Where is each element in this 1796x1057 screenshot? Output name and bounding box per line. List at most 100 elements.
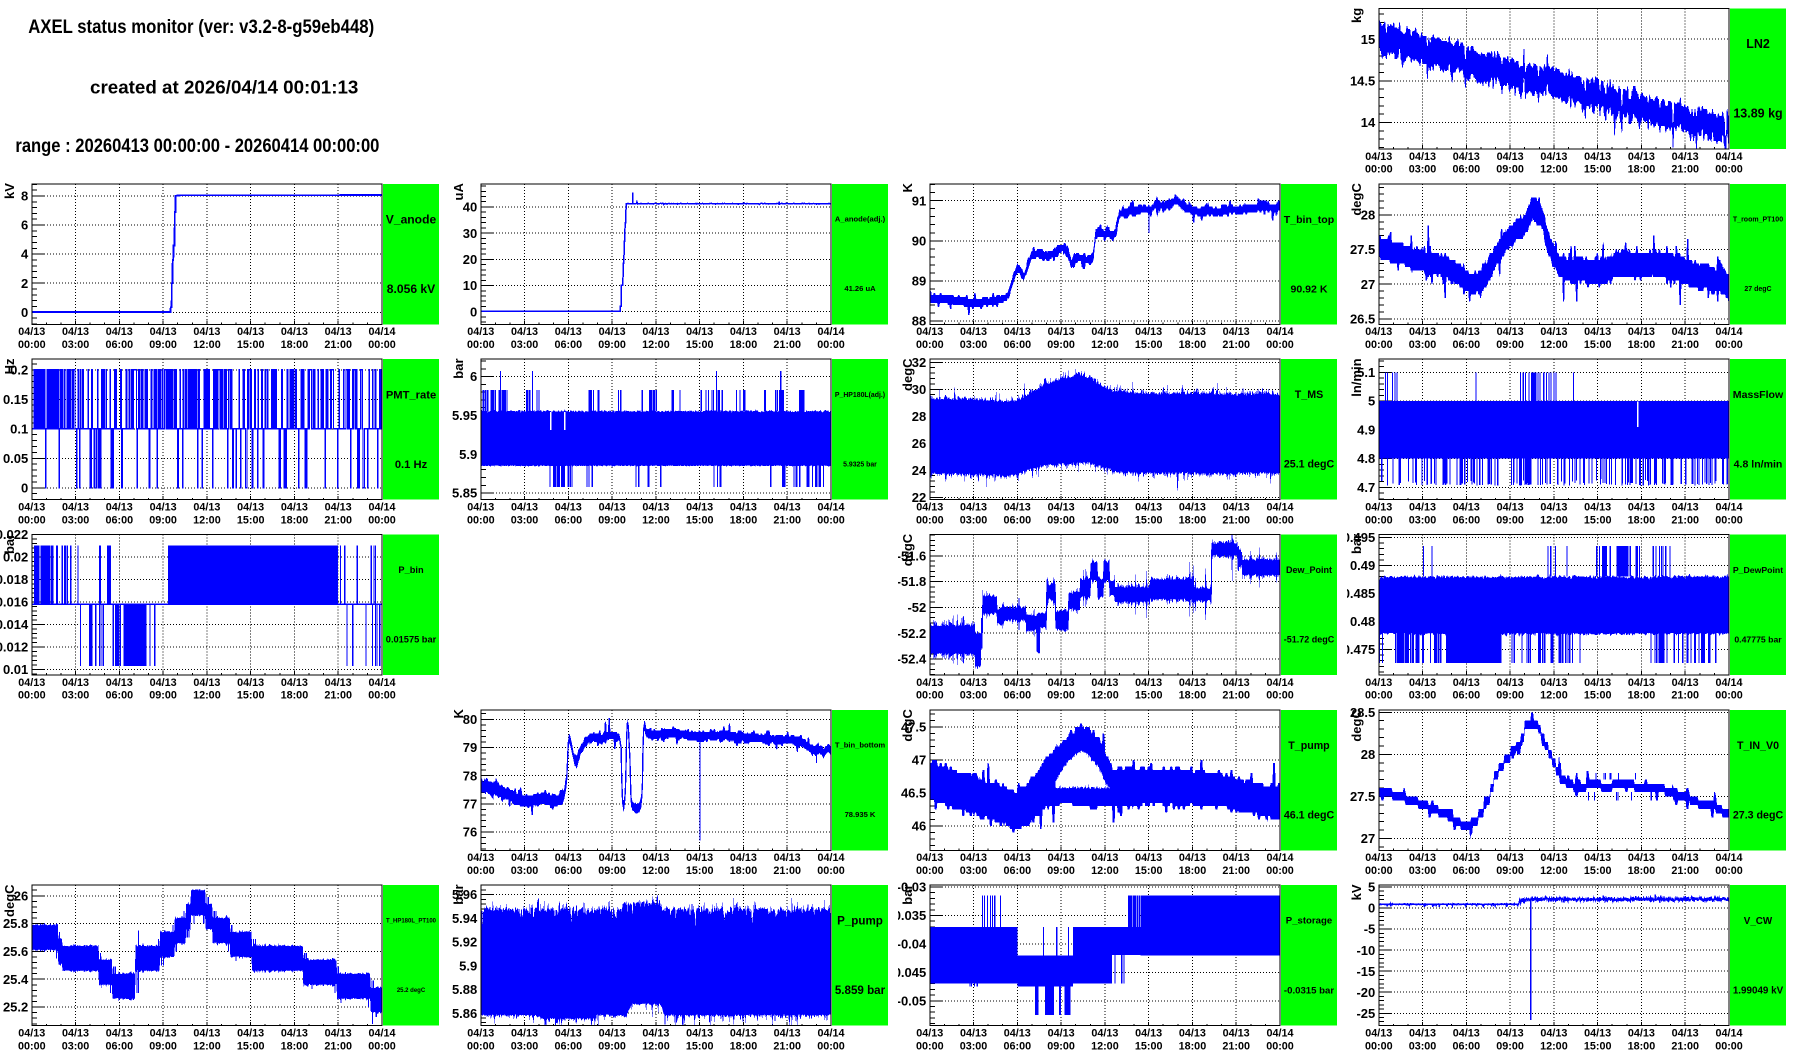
svg-text:4.8 ln/min: 4.8 ln/min bbox=[1734, 459, 1783, 471]
svg-text:25.2 degC: 25.2 degC bbox=[397, 988, 426, 994]
svg-text:0.01: 0.01 bbox=[3, 662, 28, 677]
svg-text:90: 90 bbox=[912, 233, 926, 248]
svg-text:0.15: 0.15 bbox=[3, 392, 28, 407]
svg-text:14: 14 bbox=[1361, 115, 1376, 130]
svg-text:27.3 degC: 27.3 degC bbox=[1733, 809, 1784, 821]
svg-text:30: 30 bbox=[463, 226, 477, 241]
svg-text:5.94: 5.94 bbox=[452, 911, 478, 926]
svg-text:0.012: 0.012 bbox=[0, 640, 28, 655]
svg-text:-0.04: -0.04 bbox=[897, 936, 927, 951]
svg-text:89: 89 bbox=[912, 274, 926, 289]
svg-text:28: 28 bbox=[1361, 747, 1375, 762]
svg-text:5.9: 5.9 bbox=[459, 958, 477, 973]
svg-text:-20: -20 bbox=[1356, 985, 1375, 1000]
svg-text:-0.03: -0.03 bbox=[897, 880, 927, 895]
svg-text:4.9: 4.9 bbox=[1357, 422, 1375, 437]
svg-text:4.7: 4.7 bbox=[1357, 480, 1375, 495]
svg-text:25.4: 25.4 bbox=[3, 972, 29, 987]
svg-text:47.5: 47.5 bbox=[901, 720, 926, 735]
svg-text:kV: kV bbox=[2, 183, 17, 199]
svg-text:Hz: Hz bbox=[2, 358, 17, 374]
svg-text:bar: bar bbox=[900, 884, 915, 904]
svg-text:0.1: 0.1 bbox=[10, 421, 28, 436]
svg-text:25.8: 25.8 bbox=[3, 916, 28, 931]
svg-text:4.8: 4.8 bbox=[1357, 451, 1375, 466]
svg-text:1.99049 kV: 1.99049 kV bbox=[1733, 985, 1784, 996]
svg-text:T_pump: T_pump bbox=[1288, 740, 1330, 752]
svg-text:46.5: 46.5 bbox=[901, 786, 926, 801]
svg-text:5.95: 5.95 bbox=[452, 408, 477, 423]
svg-text:0.01575 bar: 0.01575 bar bbox=[386, 635, 437, 645]
svg-text:-5: -5 bbox=[1364, 922, 1376, 937]
svg-text:T_bin_top: T_bin_top bbox=[1284, 214, 1335, 226]
svg-text:LN2: LN2 bbox=[1746, 37, 1770, 51]
svg-text:46.1 degC: 46.1 degC bbox=[1284, 809, 1335, 821]
svg-text:-52: -52 bbox=[907, 600, 926, 615]
svg-text:kg: kg bbox=[1349, 8, 1364, 23]
svg-text:degC: degC bbox=[900, 709, 915, 742]
svg-text:28: 28 bbox=[912, 409, 926, 424]
svg-text:8.056 kV: 8.056 kV bbox=[387, 282, 435, 296]
svg-text:0.485: 0.485 bbox=[1343, 586, 1376, 601]
svg-text:P_pump: P_pump bbox=[837, 914, 883, 927]
svg-text:26.5: 26.5 bbox=[1350, 311, 1375, 326]
svg-text:28.5: 28.5 bbox=[1350, 705, 1375, 720]
svg-text:14.5: 14.5 bbox=[1350, 74, 1375, 89]
svg-text:40: 40 bbox=[463, 200, 477, 215]
svg-text:20: 20 bbox=[463, 252, 477, 267]
svg-text:46: 46 bbox=[912, 819, 926, 834]
svg-text:13.89 kg: 13.89 kg bbox=[1733, 107, 1782, 121]
svg-text:2: 2 bbox=[21, 276, 28, 291]
svg-text:5.1: 5.1 bbox=[1357, 365, 1375, 380]
svg-text:-51.72 degC: -51.72 degC bbox=[1284, 634, 1335, 644]
svg-text:6: 6 bbox=[21, 218, 28, 233]
svg-text:0.49: 0.49 bbox=[1350, 558, 1375, 573]
svg-text:kV: kV bbox=[1349, 884, 1364, 900]
svg-text:MassFlow: MassFlow bbox=[1733, 389, 1784, 401]
svg-text:-52.4: -52.4 bbox=[897, 652, 927, 667]
svg-text:-15: -15 bbox=[1356, 964, 1375, 979]
svg-text:32: 32 bbox=[912, 355, 926, 370]
svg-text:-51.6: -51.6 bbox=[897, 548, 927, 563]
svg-text:0.47775 bar: 0.47775 bar bbox=[1734, 634, 1782, 644]
svg-text:5.92: 5.92 bbox=[452, 935, 477, 950]
svg-text:Dew_Point: Dew_Point bbox=[1286, 565, 1332, 575]
svg-text:degC: degC bbox=[2, 884, 17, 917]
svg-text:25.2: 25.2 bbox=[3, 1000, 28, 1015]
svg-text:5.85: 5.85 bbox=[452, 486, 477, 501]
svg-text:T_IN_V0: T_IN_V0 bbox=[1737, 740, 1779, 752]
svg-text:5.9: 5.9 bbox=[459, 447, 477, 462]
svg-text:-51.8: -51.8 bbox=[897, 574, 927, 589]
svg-text:26: 26 bbox=[14, 888, 28, 903]
svg-text:0: 0 bbox=[21, 305, 28, 320]
svg-text:0.2: 0.2 bbox=[10, 362, 28, 377]
svg-text:0.1 Hz: 0.1 Hz bbox=[395, 459, 428, 471]
svg-text:25.6: 25.6 bbox=[3, 944, 28, 959]
svg-text:0.016: 0.016 bbox=[0, 595, 28, 610]
svg-text:4: 4 bbox=[21, 247, 29, 262]
svg-text:uA: uA bbox=[451, 183, 466, 201]
svg-text:27: 27 bbox=[1361, 831, 1375, 846]
svg-text:0.48: 0.48 bbox=[1350, 614, 1375, 629]
svg-text:0.475: 0.475 bbox=[1343, 642, 1376, 657]
svg-text:26: 26 bbox=[912, 436, 926, 451]
svg-text:T_room_PT100: T_room_PT100 bbox=[1733, 216, 1783, 223]
svg-text:bar: bar bbox=[451, 358, 466, 378]
svg-text:P_storage: P_storage bbox=[1286, 916, 1332, 927]
svg-text:PMT_rate: PMT_rate bbox=[386, 389, 436, 401]
svg-text:V_CW: V_CW bbox=[1744, 916, 1773, 927]
svg-text:ln/min: ln/min bbox=[1349, 358, 1364, 396]
svg-text:-52.2: -52.2 bbox=[897, 626, 927, 641]
svg-text:T_MS: T_MS bbox=[1295, 389, 1323, 401]
svg-text:90.92 K: 90.92 K bbox=[1291, 283, 1328, 295]
svg-text:0: 0 bbox=[470, 304, 477, 319]
svg-text:22: 22 bbox=[912, 490, 926, 505]
svg-text:5.9325 bar: 5.9325 bar bbox=[843, 461, 877, 468]
svg-text:76: 76 bbox=[463, 825, 477, 840]
svg-text:77: 77 bbox=[463, 796, 477, 811]
svg-text:88: 88 bbox=[912, 314, 926, 329]
svg-text:25.1 degC: 25.1 degC bbox=[1284, 459, 1335, 471]
svg-text:bar: bar bbox=[2, 534, 17, 554]
svg-text:8: 8 bbox=[21, 189, 28, 204]
svg-text:-25: -25 bbox=[1356, 1006, 1375, 1021]
